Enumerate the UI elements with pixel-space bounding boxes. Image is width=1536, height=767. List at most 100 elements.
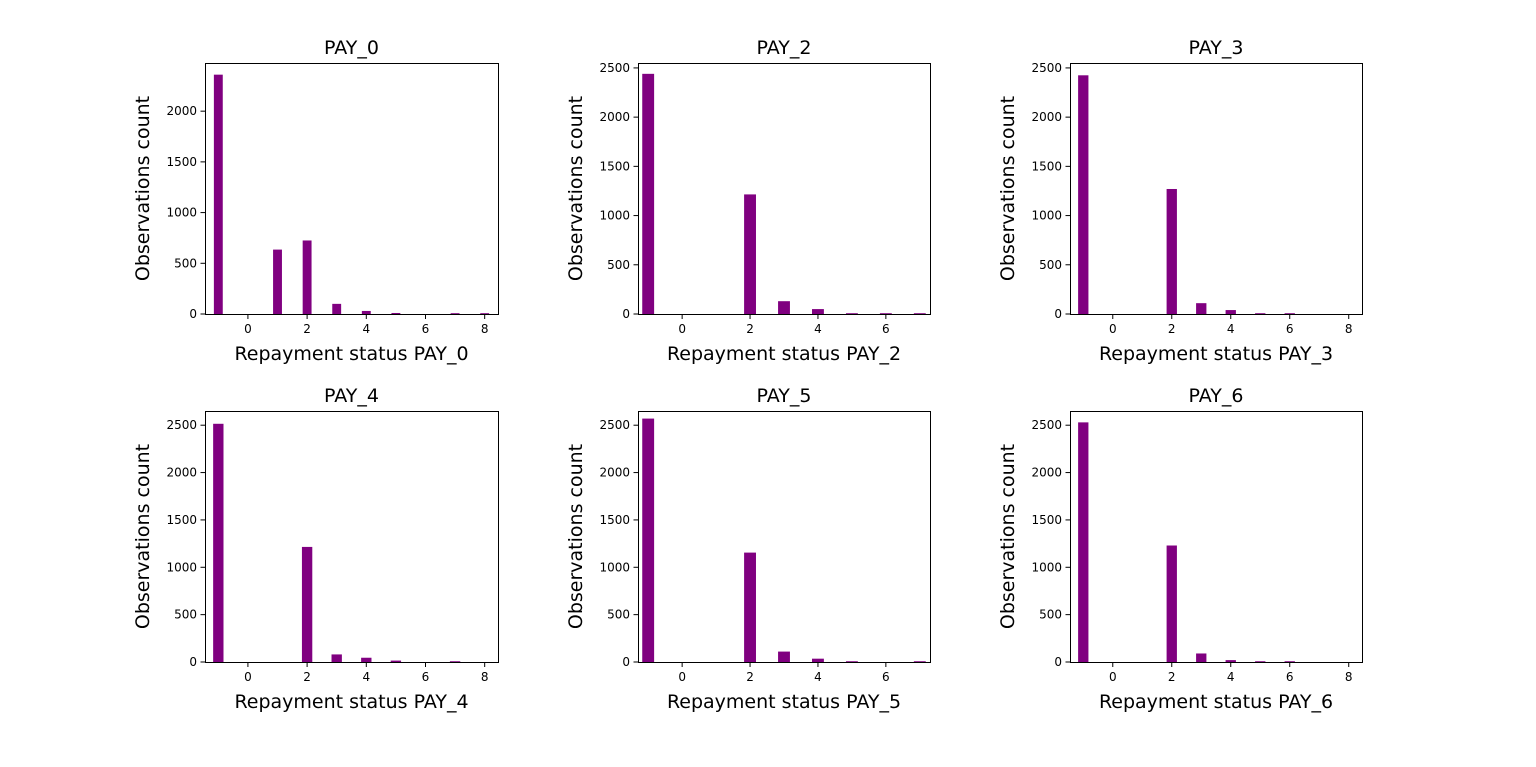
- bar: [361, 310, 371, 314]
- bar: [1078, 75, 1089, 314]
- plot-frame: [1070, 63, 1363, 315]
- y-axis-label: Observations count: [997, 444, 1019, 629]
- y-tick-label: 1000: [599, 209, 630, 223]
- x-tick-label: 0: [678, 670, 686, 684]
- x-tick-label: 6: [422, 322, 430, 336]
- y-tick-label: 1500: [166, 155, 197, 169]
- chart-title: PAY_3: [1189, 37, 1244, 59]
- x-tick-label: 2: [303, 670, 311, 684]
- y-tick-label: 2000: [599, 110, 630, 124]
- bar: [913, 661, 926, 662]
- x-tick-label: 0: [244, 670, 252, 684]
- bar: [812, 658, 824, 662]
- y-tick-label: 500: [1039, 258, 1062, 272]
- y-tick-label: 2000: [166, 466, 197, 480]
- x-axis-label: Repayment status PAY_0: [234, 343, 468, 365]
- bar: [1166, 188, 1177, 314]
- bar: [331, 654, 342, 662]
- y-tick-label: 1000: [166, 560, 197, 574]
- bar: [450, 313, 460, 314]
- y-tick-label: 1000: [1031, 209, 1062, 223]
- y-axis-label: Observations count: [565, 444, 587, 629]
- bar: [1078, 422, 1089, 662]
- bar: [302, 240, 312, 314]
- y-tick-label: 1500: [1031, 159, 1062, 173]
- y-axis-label: Observations count: [132, 444, 154, 629]
- x-tick-label: 4: [814, 322, 822, 336]
- x-axis-label: Repayment status PAY_3: [1099, 343, 1333, 365]
- chart-title: PAY_5: [757, 385, 812, 407]
- bar: [744, 194, 756, 314]
- plot-frame: [205, 63, 499, 315]
- x-tick-label: 6: [882, 322, 890, 336]
- y-tick-label: 2500: [599, 61, 630, 75]
- chart-title: PAY_0: [324, 37, 379, 59]
- bar: [1255, 313, 1266, 314]
- y-tick-label: 500: [607, 258, 630, 272]
- bar: [480, 313, 490, 314]
- x-tick-label: 4: [814, 670, 822, 684]
- bar: [1196, 653, 1207, 662]
- y-axis-label: Observations count: [997, 96, 1019, 281]
- chart-title: PAY_2: [757, 37, 812, 59]
- bar: [391, 312, 401, 314]
- bar: [744, 552, 756, 662]
- y-tick-label: 0: [1054, 307, 1062, 321]
- x-axis-label: Repayment status PAY_6: [1099, 691, 1333, 713]
- bar: [332, 303, 342, 314]
- x-tick-label: 6: [1286, 322, 1294, 336]
- plot-frame: [638, 63, 931, 315]
- x-tick-label: 0: [1109, 670, 1117, 684]
- x-tick-label: 0: [1109, 322, 1117, 336]
- y-tick-label: 2500: [599, 418, 630, 432]
- bar: [642, 73, 655, 314]
- y-tick-label: 1500: [599, 159, 630, 173]
- y-tick-label: 500: [174, 608, 197, 622]
- x-tick-label: 2: [1168, 322, 1176, 336]
- subplot-pay_5: 0 2 4 6 0 500 1000 1500 2000 2500 PAY_5 Repayment s…: [565, 385, 931, 713]
- x-axis-label: Repayment status PAY_5: [667, 691, 901, 713]
- bar: [1225, 310, 1236, 314]
- y-tick-label: 2000: [166, 104, 197, 118]
- y-tick-label: 1000: [166, 206, 197, 220]
- y-tick-label: 1500: [599, 513, 630, 527]
- bar: [778, 651, 790, 662]
- bar: [301, 546, 313, 662]
- y-tick-label: 1000: [599, 560, 630, 574]
- bar: [273, 249, 282, 314]
- x-axis-label: Repayment status PAY_2: [667, 343, 901, 365]
- plot-frame: [205, 411, 499, 663]
- bar: [812, 309, 824, 314]
- subplot-pay_4: 0 2 4 6 8 0 500 1000 1500 2000 2500 PAY_4 Repayment …: [132, 385, 499, 713]
- x-tick-label: 8: [481, 322, 489, 336]
- y-tick-label: 0: [1054, 655, 1062, 669]
- bar: [845, 313, 858, 314]
- y-axis-label: Observations count: [132, 96, 154, 281]
- y-tick-label: 2000: [1031, 466, 1062, 480]
- y-tick-label: 0: [622, 307, 630, 321]
- chart-title: PAY_6: [1189, 385, 1244, 407]
- bar: [1166, 545, 1177, 662]
- y-tick-label: 2500: [166, 418, 197, 432]
- x-tick-label: 0: [244, 322, 252, 336]
- bar: [1255, 661, 1266, 662]
- x-tick-label: 8: [1345, 322, 1353, 336]
- y-tick-label: 1500: [1031, 513, 1062, 527]
- x-tick-label: 2: [303, 322, 311, 336]
- y-tick-label: 2500: [1031, 61, 1062, 75]
- x-tick-label: 2: [746, 670, 754, 684]
- x-tick-label: 6: [1286, 670, 1294, 684]
- x-tick-label: 8: [1345, 670, 1353, 684]
- y-tick-label: 500: [607, 608, 630, 622]
- subplot-pay_3: 0 2 4 6 8 0 500 1000 1500 2000 2500 PAY_3 Repayment …: [997, 37, 1363, 365]
- chart-title: PAY_4: [324, 385, 379, 407]
- x-tick-label: 4: [1227, 322, 1235, 336]
- bar: [213, 74, 223, 314]
- bar: [1284, 661, 1295, 662]
- bar: [1225, 660, 1236, 662]
- x-axis-label: Repayment status PAY_4: [234, 691, 468, 713]
- bar: [361, 657, 372, 662]
- bar: [642, 418, 655, 662]
- plot-frame: [1070, 411, 1363, 663]
